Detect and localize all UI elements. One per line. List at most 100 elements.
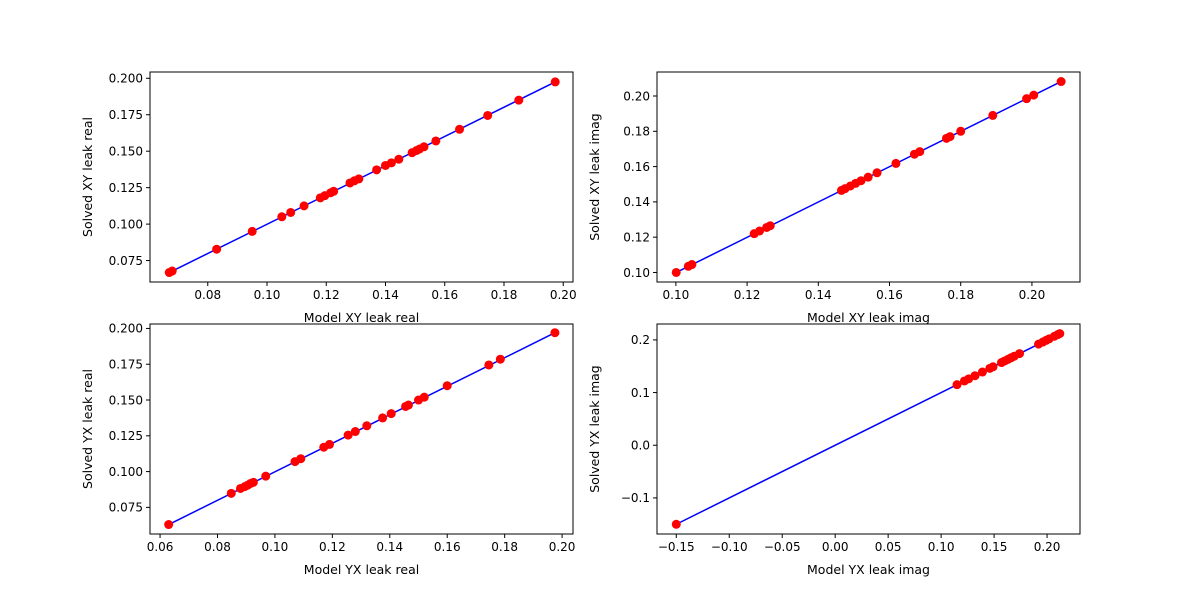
chart-2-y-tick-label: 0.18 [623,125,650,139]
chart-3-data-point [261,472,270,481]
chart-3-y-tick-label: 0.150 [109,393,143,407]
chart-1-data-point [372,165,381,174]
chart-4-x-tick-label: −0.05 [764,540,801,554]
chart-4-y-axis-label: Solved YX leak imag [587,365,602,493]
chart-1-y-tick-label: 0.075 [109,254,143,268]
chart-4-y-tick-label: 0.1 [631,386,650,400]
chart-1-data-point [551,77,560,86]
chart-3-data-point [404,401,413,410]
chart-4-data-point [1055,329,1064,338]
chart-2-data-point [766,221,775,230]
chart-4-x-axis-label: Model YX leak imag [807,562,930,577]
chart-2-y-tick-label: 0.12 [623,230,650,244]
chart-2-data-point [1057,77,1066,86]
chart-4-data-point [1015,349,1024,358]
chart-1-data-point [483,111,492,120]
chart-3-y-tick-label: 0.075 [109,501,143,515]
chart-1-x-tick-label: 0.08 [194,288,221,302]
chart-4-y-tick-label: 0.0 [631,439,650,453]
chart-1-data-point [300,201,309,210]
chart-3-data-point [351,427,360,436]
chart-2-x-tick-label: 0.20 [1019,288,1046,302]
chart-2-data-point [956,127,965,136]
chart-4-x-tick-label: 0.10 [928,540,955,554]
chart-1-data-point [277,212,286,221]
chart-2-x-tick-label: 0.16 [876,288,903,302]
chart-1-data-point [286,208,295,217]
chart-1-data-point [420,142,429,151]
chart-4-x-tick-label: −0.10 [711,540,748,554]
chart-1-x-tick-label: 0.10 [254,288,281,302]
chart-3-data-point [420,393,429,402]
chart-1-x-axis-label: Model XY leak real [304,310,419,325]
chart-1-data-point [354,174,363,183]
chart-1-x-tick-label: 0.12 [313,288,340,302]
chart-3-x-tick-label: 0.14 [376,540,403,554]
chart-1-x-tick-label: 0.18 [491,288,518,302]
chart-1-data-point [329,187,338,196]
chart-1-y-tick-label: 0.125 [109,181,143,195]
chart-2-data-point [891,159,900,168]
chart-1-x-tick-label: 0.14 [372,288,399,302]
chart-3-data-point [484,360,493,369]
chart-2-y-tick-label: 0.14 [623,195,650,209]
chart-1-data-point [431,136,440,145]
chart-1-y-tick-label: 0.150 [109,144,143,158]
chart-2-x-tick-label: 0.12 [734,288,761,302]
chart-2-y-tick-label: 0.10 [623,266,650,280]
chart-4-data-point [672,520,681,529]
chart-3-x-tick-label: 0.18 [491,540,518,554]
chart-1-y-axis-label: Solved XY leak real [80,117,95,237]
chart-3-x-axis-label: Model YX leak real [304,562,419,577]
chart-3-y-tick-label: 0.100 [109,465,143,479]
chart-3-x-tick-label: 0.20 [549,540,576,554]
chart-3-x-tick-label: 0.16 [434,540,461,554]
chart-2-y-tick-label: 0.20 [623,89,650,103]
chart-3-data-point [296,454,305,463]
chart-4-x-tick-label: 0.20 [1034,540,1061,554]
chart-3-x-tick-label: 0.08 [204,540,231,554]
chart-4: −0.15 −0.10 −0.05 0.00 0.05 0.10 0.15 0.20 −0.1 0… [587,324,1080,577]
chart-1-data-point [514,96,523,105]
chart-2-x-tick-label: 0.10 [663,288,690,302]
chart-2-x-tick-label: 0.18 [947,288,974,302]
chart-1-y-tick-label: 0.200 [109,72,143,86]
chart-3-data-point [550,328,559,337]
chart-3-y-tick-label: 0.175 [109,358,143,372]
chart-4-x-tick-label: 0.00 [822,540,849,554]
chart-1-x-tick-label: 0.16 [431,288,458,302]
chart-4-y-tick-label: −0.1 [621,491,650,505]
chart-3-y-axis-label: Solved YX leak real [80,369,95,489]
chart-4-x-tick-label: −0.15 [658,540,695,554]
chart-1-data-point [455,125,464,134]
chart-3-y-tick-label: 0.200 [109,322,143,336]
chart-3-data-point [362,421,371,430]
chart-4-x-tick-label: 0.15 [981,540,1008,554]
chart-3-x-tick-label: 0.10 [262,540,289,554]
chart-4-x-tick-label: 0.05 [875,540,902,554]
chart-4-y-tick-label: 0.2 [631,333,650,347]
chart-1-data-point [248,227,257,236]
chart-3-y-tick-label: 0.125 [109,429,143,443]
chart-3-data-point [443,381,452,390]
chart-4-data-point [989,362,998,371]
chart-3-data-point [387,409,396,418]
chart-2-x-axis-label: Model XY leak imag [807,310,930,325]
chart-3-data-point [325,440,334,449]
chart-2-data-point [672,268,681,277]
chart-3-data-point [249,478,258,487]
chart-2-data-point [864,173,873,182]
chart-1-y-tick-label: 0.175 [109,108,143,122]
chart-2-data-point [687,260,696,269]
chart-2-data-point [1029,91,1038,100]
chart-3-data-point [496,355,505,364]
chart-2-y-tick-label: 0.16 [623,160,650,174]
chart-2-data-point [915,147,924,156]
chart-2-data-point [946,132,955,141]
chart-1-data-point [168,267,177,276]
chart-3-x-tick-label: 0.12 [319,540,346,554]
chart-1-x-tick-label: 0.20 [550,288,577,302]
chart-3-data-point [378,413,387,422]
chart-2-x-tick-label: 0.14 [805,288,832,302]
